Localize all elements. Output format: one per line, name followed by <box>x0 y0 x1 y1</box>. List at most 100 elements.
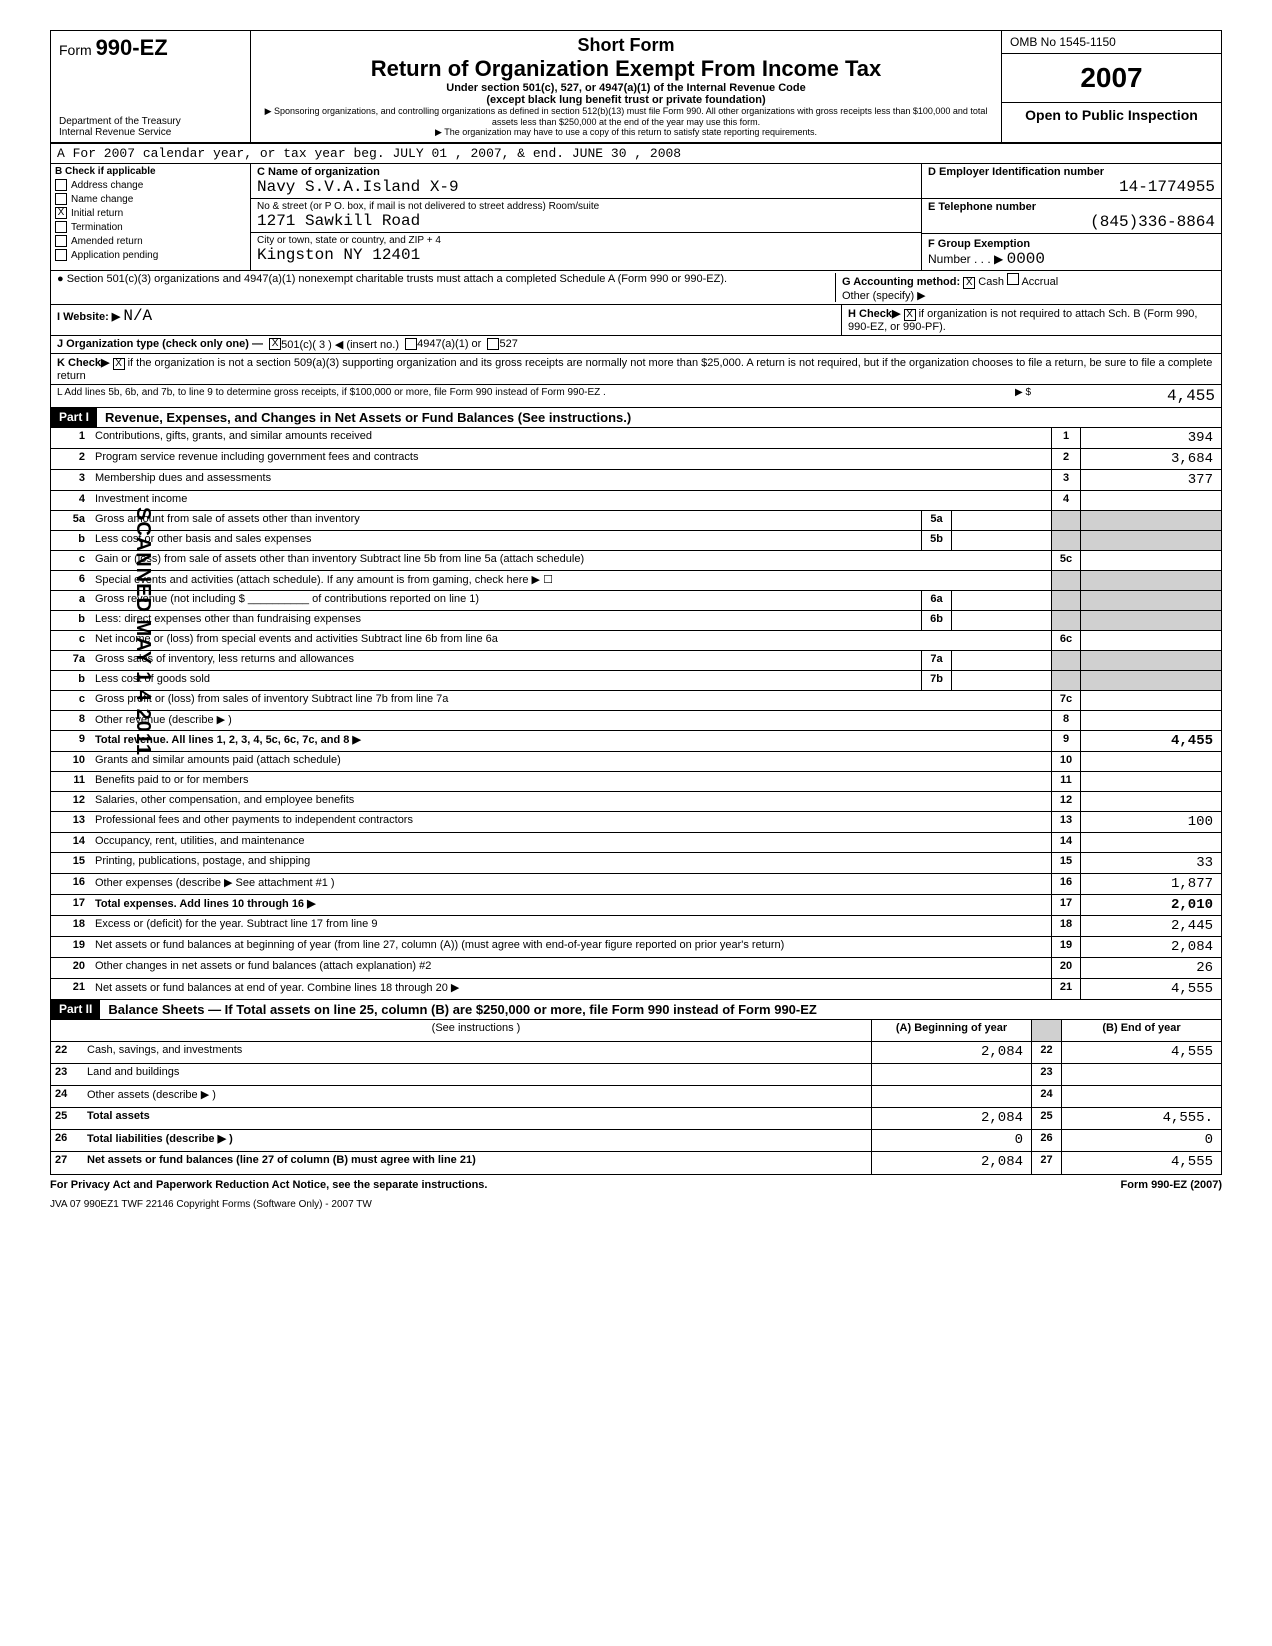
k-label: K Check▶ <box>57 357 109 369</box>
bal-col-b-value <box>1061 1086 1221 1107</box>
b-check-row: Termination <box>55 221 246 233</box>
b-checkbox-label: Name change <box>71 194 133 205</box>
bal-line-text: Net assets or fund balances (line 27 of … <box>81 1152 871 1174</box>
line-result-num: 18 <box>1051 916 1081 936</box>
bal-line-text: Other assets (describe ▶ ) <box>81 1086 871 1107</box>
line-i-website: I Website: ▶ N/A <box>51 305 841 335</box>
b-checkbox[interactable] <box>55 193 67 205</box>
b-checkbox-label: Amended return <box>71 236 143 247</box>
line-description: Less: direct expenses other than fundrai… <box>91 611 921 630</box>
b-checkbox[interactable] <box>55 221 67 233</box>
d-value: 14-1774955 <box>928 178 1215 196</box>
j-4947-checkbox[interactable] <box>405 338 417 350</box>
line-val-shade <box>1081 531 1221 550</box>
part1-line: c Gross profit or (loss) from sales of i… <box>51 691 1221 711</box>
bal-col-a-value: 2,084 <box>871 1152 1031 1174</box>
line-mid-num: 7b <box>921 671 951 690</box>
d-ein-cell: D Employer Identification number 14-1774… <box>922 164 1221 199</box>
g-cash-checkbox[interactable]: X <box>963 277 975 289</box>
line-result-val: 2,010 <box>1081 895 1221 915</box>
title-short-form: Short Form <box>259 35 993 56</box>
j-501c-checkbox[interactable]: X <box>269 338 281 350</box>
b-checkbox[interactable] <box>55 179 67 191</box>
header-row: Form 990-EZ Department of the Treasury I… <box>51 31 1221 144</box>
line-result-num: 3 <box>1051 470 1081 490</box>
line-num-shade <box>1051 651 1081 670</box>
g-accrual-checkbox[interactable] <box>1007 273 1019 285</box>
h-checkbox[interactable]: X <box>904 309 916 321</box>
c-addr-cell: No & street (or P O. box, if mail is not… <box>251 199 921 233</box>
part1-header-row: Part I Revenue, Expenses, and Changes in… <box>51 408 1221 428</box>
line-result-val: 4,455 <box>1081 731 1221 751</box>
line-result-val <box>1081 631 1221 650</box>
line-mid-val <box>951 511 1051 530</box>
j-label: J Organization type (check only one) — <box>57 338 263 351</box>
j-527-checkbox[interactable] <box>487 338 499 350</box>
part1-line: b Less: direct expenses other than fundr… <box>51 611 1221 631</box>
line-result-val: 1,877 <box>1081 874 1221 894</box>
part1-line: 13 Professional fees and other payments … <box>51 812 1221 833</box>
part1-line: 7a Gross sales of inventory, less return… <box>51 651 1221 671</box>
g-accrual-label: Accrual <box>1021 276 1058 288</box>
g-accounting: G Accounting method: X Cash Accrual Othe… <box>835 273 1215 302</box>
line-result-val: 377 <box>1081 470 1221 490</box>
form-number: Form 990-EZ <box>59 35 242 61</box>
line-number: 17 <box>51 895 91 915</box>
received-stamp: SCANNED MAY 1 4 2011 <box>131 507 154 756</box>
line-result-val: 4,555 <box>1081 979 1221 999</box>
bal-line-num-left: 24 <box>51 1086 81 1107</box>
b-checkbox[interactable] <box>55 249 67 261</box>
line-result-val <box>1081 551 1221 570</box>
k-checkbox[interactable]: X <box>113 358 125 370</box>
line-description: Printing, publications, postage, and shi… <box>91 853 1051 873</box>
open-to-public: Open to Public Inspection <box>1002 103 1221 127</box>
b-checkbox-label: Address change <box>71 180 143 191</box>
line-number: 10 <box>51 752 91 771</box>
line-number: b <box>51 611 91 630</box>
line-description: Total expenses. Add lines 10 through 16 … <box>91 895 1051 915</box>
part1-line: 21 Net assets or fund balances at end of… <box>51 979 1221 1000</box>
h-text: if organization is not required to attac… <box>848 308 1197 333</box>
line-num-shade <box>1051 531 1081 550</box>
f-label: F Group Exemption <box>928 238 1030 250</box>
form-990ez: Form 990-EZ Department of the Treasury I… <box>50 30 1222 1175</box>
j-501c-label: 501(c)( 3 ) ◀ (insert no.) <box>281 338 399 351</box>
part1-line: 12 Salaries, other compensation, and emp… <box>51 792 1221 812</box>
bal-col-a-value <box>871 1086 1031 1107</box>
form-number-text: 990-EZ <box>96 35 168 60</box>
bal-line-text: Total assets <box>81 1108 871 1129</box>
b-checkbox[interactable] <box>55 235 67 247</box>
line-result-val <box>1081 833 1221 852</box>
f-label2: Number . . . ▶ <box>928 252 1003 266</box>
header-right: OMB No 1545-1150 2007 Open to Public Ins… <box>1001 31 1221 142</box>
f-value: 0000 <box>1007 250 1045 268</box>
bullet-text: ● Section 501(c)(3) organizations and 49… <box>57 273 835 302</box>
line-number: 20 <box>51 958 91 978</box>
b-checkbox[interactable]: X <box>55 207 67 219</box>
line-description: Other revenue (describe ▶ ) <box>91 711 1051 730</box>
j-4947-label: 4947(a)(1) or <box>417 338 481 351</box>
line-result-num: 20 <box>1051 958 1081 978</box>
line-description: Gross profit or (loss) from sales of inv… <box>91 691 1051 710</box>
line-result-val <box>1081 711 1221 730</box>
part1-line: 4 Investment income4 <box>51 491 1221 511</box>
line-result-val: 2,084 <box>1081 937 1221 957</box>
bal-col-a-value: 2,084 <box>871 1042 1031 1063</box>
note-copy: ▶ The organization may have to use a cop… <box>259 127 993 138</box>
footer-row: For Privacy Act and Paperwork Reduction … <box>50 1175 1222 1195</box>
h-label: H Check▶ <box>848 308 900 320</box>
c-label: C Name of organization <box>257 166 915 178</box>
line-result-val: 3,684 <box>1081 449 1221 469</box>
line-mid-val <box>951 651 1051 670</box>
line-result-val <box>1081 792 1221 811</box>
line-number: 2 <box>51 449 91 469</box>
line-number: 16 <box>51 874 91 894</box>
part1-line: a Gross revenue (not including $ _______… <box>51 591 1221 611</box>
g-label: G Accounting method: <box>842 276 960 288</box>
b-checkbox-label: Initial return <box>71 208 123 219</box>
part2-row: 24 Other assets (describe ▶ ) 24 <box>51 1086 1221 1108</box>
line-number: 21 <box>51 979 91 999</box>
line-result-num: 9 <box>1051 731 1081 751</box>
line-result-num: 16 <box>1051 874 1081 894</box>
bal-line-num-right: 24 <box>1031 1086 1061 1107</box>
